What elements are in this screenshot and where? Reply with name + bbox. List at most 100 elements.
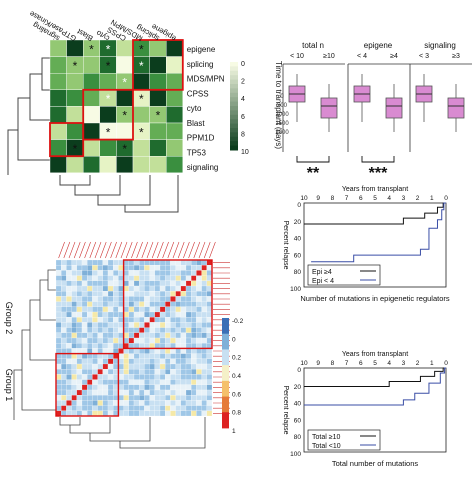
- heatmap-e-cell: [113, 374, 119, 380]
- heatmap-e-cell: [206, 389, 213, 396]
- heatmap-e-cell: [66, 322, 72, 328]
- heatmap-e-cell: [87, 291, 93, 297]
- heatmap-e-cell: [118, 301, 124, 307]
- heatmap-e-cell: [206, 332, 213, 339]
- heatmap-e-cell: [76, 343, 83, 349]
- heatmap-e-cell: [139, 275, 145, 281]
- heatmap-e-cell: [66, 374, 72, 380]
- heatmap-e-cell: [102, 280, 109, 287]
- heatmap-e-cell: [201, 270, 207, 276]
- heatmap-e-cell: [128, 395, 135, 401]
- heatmap-e-cell: [185, 280, 192, 287]
- heatmap-e-col-tick: [89, 241, 97, 259]
- heatmap-e-cell: [123, 275, 129, 281]
- heatmap-e-cell: [159, 395, 166, 401]
- heatmap-a-cell: [66, 155, 84, 173]
- heatmap-e-cell: [165, 285, 171, 292]
- heatmap-e-cell: [128, 311, 135, 318]
- boxplot-ytick: 500: [277, 103, 288, 109]
- boxplot-sub-label: ≥4: [390, 53, 398, 60]
- heatmap-e-cell: [118, 280, 124, 287]
- heatmap-e-cell: [170, 301, 176, 307]
- heatmap-e-cell: [71, 369, 77, 375]
- heatmap-e-cell: [76, 265, 83, 271]
- heatmap-e-cell: [149, 301, 155, 307]
- heatmap-e-cell: [185, 301, 192, 307]
- heatmap-e-cell: [144, 353, 150, 359]
- heatmap-e-cell: [191, 296, 197, 302]
- heatmap-e-cell: [149, 317, 155, 323]
- heatmap-e-cell: [55, 327, 62, 333]
- heatmap-e-col-tick: [167, 241, 175, 259]
- heatmap-e-cell: [81, 327, 88, 333]
- boxplot-group-title: epigene: [364, 41, 393, 50]
- heatmap-e-cell: [165, 384, 171, 391]
- dendrogram-a-branch: [7, 57, 50, 175]
- heatmap-e-cell: [180, 317, 187, 323]
- heatmap-e-cell: [149, 265, 155, 271]
- boxplot-ytick: 1000: [275, 112, 289, 118]
- heatmap-e-cell: [92, 410, 98, 417]
- heatmap-e-cell: [123, 395, 129, 401]
- km-ytick: 80: [294, 434, 302, 441]
- heatmap-e-cell: [144, 322, 150, 328]
- heatmap-e-cell: [196, 405, 202, 411]
- heatmap-e-cell: [201, 311, 207, 318]
- heatmap-e-cell: [191, 395, 197, 401]
- legend-a-tick: 8: [241, 131, 245, 138]
- legend-a-swatch: [230, 75, 238, 81]
- heatmap-e-cell: [107, 285, 114, 292]
- heatmap-e-cell: [81, 280, 88, 287]
- heatmap-e-cell: [191, 379, 197, 385]
- heatmap-e-cell: [175, 285, 181, 292]
- km-curve-black: [304, 367, 446, 387]
- heatmap-e-cell: [92, 379, 98, 385]
- heatmap-a-cell: [82, 139, 100, 157]
- legend-a-swatch: [230, 92, 238, 98]
- heatmap-e-cell: [55, 265, 62, 271]
- heatmap-e-cell: [61, 389, 67, 396]
- heatmap-e-cell: [76, 363, 83, 370]
- heatmap-e-cell: [76, 389, 83, 396]
- heatmap-e-cell: [149, 410, 155, 417]
- heatmap-e-cell: [71, 327, 77, 333]
- heatmap-e-cell: [201, 374, 207, 380]
- heatmap-a-cell: [49, 155, 67, 173]
- legend-a-swatch: [230, 132, 238, 138]
- heatmap-e-cell: [159, 358, 166, 365]
- km-total: Years from transplant0123456789100204060…: [282, 351, 448, 468]
- heatmap-e-cell: [201, 348, 207, 354]
- heatmap-e-cell: [87, 379, 93, 385]
- legend-e-swatch: [222, 365, 229, 382]
- heatmap-e-cell: [165, 296, 171, 302]
- heatmap-e-cell: [92, 384, 98, 391]
- km-legend-label: Epi < 4: [312, 278, 334, 285]
- heatmap-e-cell: [87, 348, 93, 354]
- heatmap-e-cell: [201, 296, 207, 302]
- heatmap-e-col-tick: [188, 241, 195, 259]
- heatmap-e-cell: [185, 291, 192, 297]
- heatmap-e-cell: [133, 280, 140, 287]
- heatmap-e-cell: [159, 337, 166, 344]
- heatmap-e-cell: [92, 400, 98, 406]
- heatmap-e-cell: [92, 395, 98, 401]
- heatmap-e-cell: [196, 379, 202, 385]
- legend-a-swatch: [230, 128, 238, 133]
- heatmap-e-cell: [81, 389, 88, 396]
- legend-e-swatch: [222, 412, 229, 429]
- heatmap-e-cell: [175, 337, 181, 344]
- heatmap-e-cell: [71, 389, 77, 396]
- heatmap-e-cell: [170, 265, 176, 271]
- heatmap-e-cell: [71, 363, 77, 370]
- km-ytick: 60: [294, 417, 302, 424]
- heatmap-e-cell: [196, 259, 202, 266]
- heatmap-e-cell: [118, 410, 124, 417]
- heatmap-e-cell: [139, 332, 145, 339]
- heatmap-e-cell: [149, 348, 155, 354]
- heatmap-e-cell: [107, 337, 114, 344]
- heatmap-e-cell: [149, 306, 155, 313]
- heatmap-e-cell: [206, 353, 213, 359]
- heatmap-e-cell: [159, 285, 166, 292]
- heatmap-e-cell: [144, 379, 150, 385]
- heatmap-e-cell: [175, 369, 181, 375]
